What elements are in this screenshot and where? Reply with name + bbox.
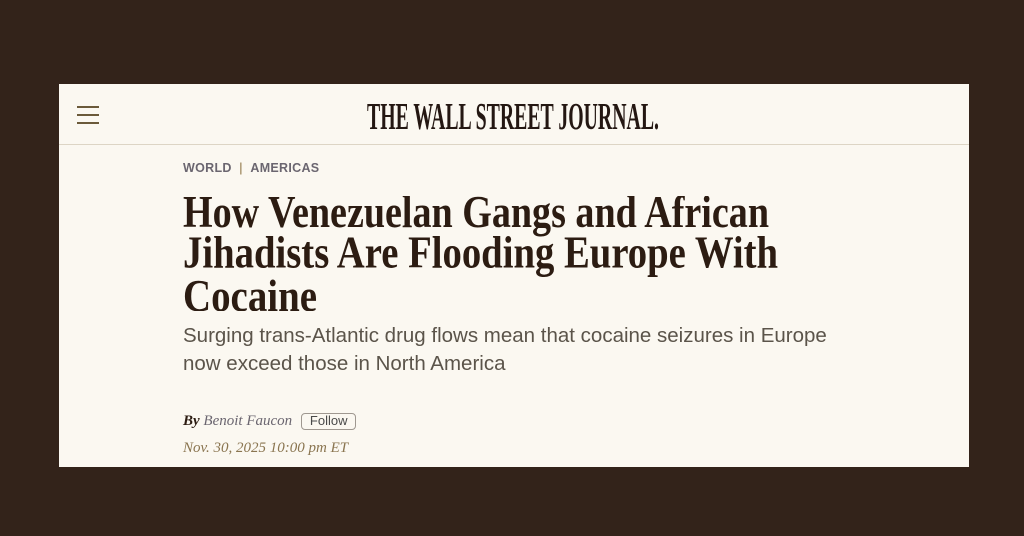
svg-text:Cocaine: Cocaine (183, 271, 317, 311)
svg-text:THE WALL STREET JOURNAL.: THE WALL STREET JOURNAL. (367, 101, 659, 138)
svg-text:Jihadists Are Flooding Europe: Jihadists Are Flooding Europe With (183, 228, 778, 278)
